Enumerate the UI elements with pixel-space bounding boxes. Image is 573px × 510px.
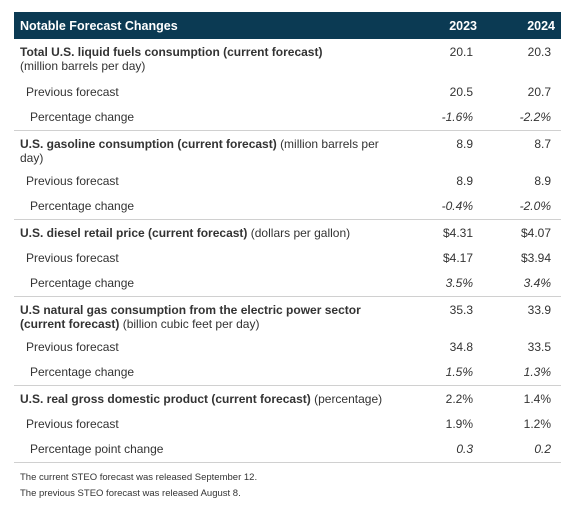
row-label: U.S. real gross domestic product (curren… bbox=[14, 386, 401, 413]
row-label: Previous forecast bbox=[26, 340, 119, 354]
table-title: Notable Forecast Changes bbox=[14, 12, 401, 39]
table-row: Percentage change -1.6% -2.2% bbox=[14, 105, 561, 131]
row-label: Percentage point change bbox=[14, 437, 401, 463]
column-header-2024: 2024 bbox=[483, 12, 561, 39]
row-label-unit: (dollars per gallon) bbox=[250, 226, 351, 240]
table-row: U.S. real gross domestic product (curren… bbox=[14, 386, 561, 413]
value-2023: $4.31 bbox=[442, 226, 473, 240]
row-label-bold: U.S. gasoline consumption (current forec… bbox=[20, 137, 277, 151]
table-row: Previous forecast 8.9 8.9 bbox=[14, 169, 561, 194]
table-row: Percentage change 3.5% 3.4% bbox=[14, 271, 561, 297]
row-label-bold: U.S. diesel retail price (current foreca… bbox=[20, 226, 248, 240]
value-2023: 20.5 bbox=[449, 85, 473, 99]
row-label-unit: (percentage) bbox=[314, 392, 383, 406]
row-label-unit: (billion cubic feet per day) bbox=[122, 317, 260, 331]
table-row: U.S. gasoline consumption (current forec… bbox=[14, 131, 561, 170]
value-2023: 34.8 bbox=[449, 340, 473, 354]
row-label: Total U.S. liquid fuels consumption (cur… bbox=[14, 39, 401, 80]
value-2024: 8.7 bbox=[534, 137, 551, 151]
value-2024: 0.2 bbox=[483, 437, 561, 463]
row-label-bold: U.S. real gross domestic product (curren… bbox=[20, 392, 311, 406]
value-2024: 1.4% bbox=[523, 392, 551, 406]
table-notes: The current STEO forecast was released S… bbox=[20, 470, 257, 502]
value-2024: 33.9 bbox=[527, 303, 551, 317]
value-2024: 33.5 bbox=[527, 340, 551, 354]
value-2024: $4.07 bbox=[520, 226, 551, 240]
row-label-bold: U.S natural gas consumption from the ele… bbox=[20, 303, 361, 331]
row-label: Previous forecast bbox=[26, 85, 119, 99]
value-2024: $3.94 bbox=[520, 251, 551, 265]
value-2024: -2.2% bbox=[483, 105, 561, 131]
value-2023: 35.3 bbox=[449, 303, 473, 317]
table-header-row: Notable Forecast Changes 2023 2024 bbox=[14, 12, 561, 39]
row-label: Previous forecast bbox=[26, 174, 119, 188]
value-2024: 1.2% bbox=[523, 417, 551, 431]
value-2023: 3.5% bbox=[401, 271, 483, 297]
row-label: Percentage change bbox=[14, 360, 401, 386]
value-2023: -0.4% bbox=[401, 194, 483, 220]
row-label-unit: (million barrels per day) bbox=[20, 59, 146, 73]
value-2023: 2.2% bbox=[445, 392, 473, 406]
table-row: Previous forecast 1.9% 1.2% bbox=[14, 412, 561, 437]
value-2023: 8.9 bbox=[456, 137, 473, 151]
value-2024: 1.3% bbox=[483, 360, 561, 386]
table-row: U.S. diesel retail price (current foreca… bbox=[14, 220, 561, 247]
row-label: U.S. gasoline consumption (current forec… bbox=[14, 131, 401, 170]
value-2023: -1.6% bbox=[401, 105, 483, 131]
table-row: Percentage point change 0.3 0.2 bbox=[14, 437, 561, 463]
value-2024: 3.4% bbox=[483, 271, 561, 297]
table-row: U.S natural gas consumption from the ele… bbox=[14, 297, 561, 336]
row-label: U.S natural gas consumption from the ele… bbox=[14, 297, 401, 336]
row-label-bold: Total U.S. liquid fuels consumption (cur… bbox=[20, 45, 323, 59]
value-2024: 20.7 bbox=[527, 85, 551, 99]
row-label: Percentage change bbox=[14, 271, 401, 297]
note-current-release: The current STEO forecast was released S… bbox=[20, 472, 258, 483]
forecast-table-container: Notable Forecast Changes 2023 2024 Total… bbox=[14, 12, 561, 463]
value-2024: 8.9 bbox=[534, 174, 551, 188]
row-label: Previous forecast bbox=[26, 251, 119, 265]
value-2023: $4.17 bbox=[442, 251, 473, 265]
table-row: Previous forecast 34.8 33.5 bbox=[14, 335, 561, 360]
value-2023: 0.3 bbox=[401, 437, 483, 463]
table-row: Percentage change 1.5% 1.3% bbox=[14, 360, 561, 386]
value-2024: 20.3 bbox=[527, 45, 551, 59]
value-2023: 1.9% bbox=[445, 417, 473, 431]
row-label: Previous forecast bbox=[26, 417, 119, 431]
table-row: Percentage change -0.4% -2.0% bbox=[14, 194, 561, 220]
table-row: Previous forecast $4.17 $3.94 bbox=[14, 246, 561, 271]
note-previous-release: The previous STEO forecast was released … bbox=[20, 488, 241, 499]
value-2024: -2.0% bbox=[483, 194, 561, 220]
row-label: U.S. diesel retail price (current foreca… bbox=[14, 220, 401, 247]
column-header-2023: 2023 bbox=[401, 12, 483, 39]
value-2023: 20.1 bbox=[449, 45, 473, 59]
forecast-table: Notable Forecast Changes 2023 2024 Total… bbox=[14, 12, 561, 463]
row-label: Percentage change bbox=[14, 105, 401, 131]
value-2023: 8.9 bbox=[456, 174, 473, 188]
row-label: Percentage change bbox=[14, 194, 401, 220]
value-2023: 1.5% bbox=[401, 360, 483, 386]
row-label-unit: (million barrels per day) bbox=[20, 137, 379, 165]
table-row: Previous forecast 20.5 20.7 bbox=[14, 80, 561, 105]
table-row: Total U.S. liquid fuels consumption (cur… bbox=[14, 39, 561, 80]
